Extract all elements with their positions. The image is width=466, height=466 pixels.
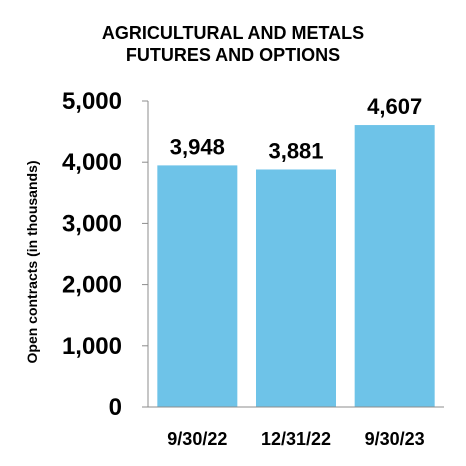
y-axis-label: Open contracts (in thousands) bbox=[24, 160, 40, 363]
y-tick-label: 2,000 bbox=[62, 272, 122, 299]
bar-value-label: 4,607 bbox=[367, 94, 422, 119]
y-tick-label: 3,000 bbox=[62, 210, 122, 237]
y-tick-label: 1,000 bbox=[62, 333, 122, 360]
bar-9/30/23 bbox=[354, 125, 435, 407]
bar-9/30/22 bbox=[157, 165, 238, 407]
y-tick-label: 5,000 bbox=[62, 88, 122, 115]
x-tick-label: 12/31/22 bbox=[261, 429, 331, 449]
chart-title-line-2: FUTURES AND OPTIONS bbox=[125, 45, 341, 65]
x-tick-label: 9/30/23 bbox=[365, 429, 425, 449]
bar-value-label: 3,948 bbox=[170, 134, 225, 159]
y-tick-label: 4,000 bbox=[62, 149, 122, 176]
chart-title-line-1: AGRICULTURAL AND METALS bbox=[101, 23, 365, 43]
x-tick-label: 9/30/22 bbox=[167, 429, 227, 449]
y-tick-label: 0 bbox=[109, 394, 122, 421]
bar-12/31/22 bbox=[256, 169, 336, 407]
bar-value-label: 3,881 bbox=[268, 138, 323, 163]
